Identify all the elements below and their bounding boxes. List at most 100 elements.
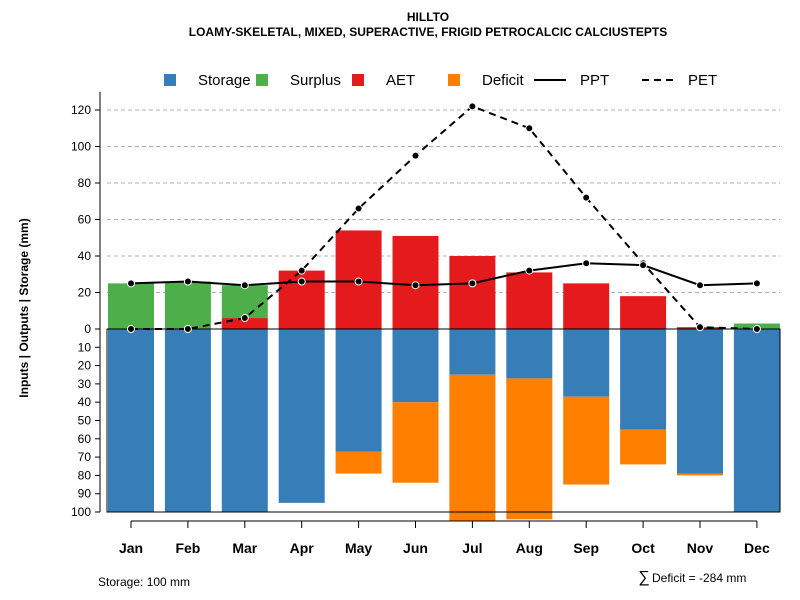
pet-point [297,266,306,275]
legend-label: PET [688,72,717,89]
legend-label: Surplus [290,72,341,89]
y-tick-label: 60 [78,432,92,446]
storage-bar [506,329,553,379]
pet-point [468,102,477,111]
storage-bar [108,329,154,512]
legend-swatch [448,74,460,86]
surplus-bar [108,283,154,329]
surplus-bar [164,281,211,329]
aet-bar [563,283,610,329]
pet-line [131,105,757,330]
deficit-bar [335,451,382,474]
storage-bar [449,329,496,375]
y-tick-label: 60 [78,213,92,227]
ppt-point [240,281,249,290]
x-tick-label: Mar [232,540,257,556]
storage-bar [620,329,667,430]
storage-panel-box [106,328,781,513]
chart-subtitle: LOAMY-SKELETAL, MIXED, SUPERACTIVE, FRIG… [189,25,667,39]
storage-bar [392,329,439,403]
y-tick-label: 40 [78,249,92,263]
ppt-point [525,266,534,275]
bars [108,230,780,522]
storage-bar [733,329,780,512]
gridlines [107,109,780,293]
storage-bar [278,329,325,503]
deficit-footnote: Deficit = -284 mm [652,571,746,585]
y-tick-label: 0 [84,322,91,336]
legend-swatch [164,74,176,86]
pet-point [752,325,761,333]
pet-point [411,151,420,160]
y-tick-label: 10 [78,340,92,354]
y-tick-label: 70 [78,450,92,464]
aet-bar [620,296,667,329]
legend: Storage Surplus AET Deficit PPT PET [164,72,717,89]
pet-point [525,124,534,133]
x-tick-label: Sep [573,540,599,556]
y-tick-label: 30 [78,377,92,391]
y-axis-label: Inputs | Outputs | Storage (mm) [17,218,31,397]
aet-bar [449,256,496,329]
x-tick-label: Jun [403,540,428,556]
ppt-point [411,281,420,290]
y-tick-label: 90 [78,487,92,501]
pet-point [183,325,192,333]
surplus-bar [221,285,268,319]
x-tick-label: Aug [516,540,543,556]
axes: 0 20 40 60 80 100 120 10 20 30 40 50 60 70 80 90 100 Jan F… [71,91,781,556]
legend-swatch [256,74,268,86]
x-tick-label: Nov [687,540,714,556]
storage-bar [677,329,723,474]
legend-label: PPT [580,72,609,89]
x-tick-label: Feb [175,540,200,556]
storage-footnote: Storage: 100 mm [98,575,190,589]
x-tick-label: Jul [462,540,482,556]
deficit-bar [620,429,667,465]
pet-point [582,193,591,202]
legend-label: Deficit [482,72,525,89]
ppt-point [297,277,306,286]
ppt-point [127,279,135,288]
y-tick-label: 20 [78,359,92,373]
deficit-bar [392,402,439,483]
ppt-point [639,261,648,270]
pet-point [240,314,249,323]
x-tick-label: Jan [119,540,143,556]
ppt-line [130,262,757,287]
pet-point [354,204,363,213]
pet-point [696,323,704,332]
storage-bar [563,329,610,397]
y-tick-label: 50 [78,414,92,428]
storage-bar [164,329,211,512]
storage-bar [221,329,268,512]
ppt-point [468,279,477,288]
deficit-bar [449,374,496,522]
aet-bar [506,272,553,329]
y-tick-label: 80 [78,468,92,482]
ppt-point [752,279,761,288]
y-tick-label: 100 [71,140,91,154]
deficit-bar [677,473,723,476]
x-tick-label: Apr [290,540,315,556]
x-tick-label: May [345,540,372,556]
y-tick-label: 20 [78,286,92,300]
ppt-point [582,259,591,268]
legend-label: Storage [198,72,251,89]
series-lines [127,102,761,333]
aet-bar [221,318,268,329]
deficit-bar [506,378,553,520]
pet-point [127,325,135,333]
ppt-point [696,281,704,290]
legend-swatch [352,74,364,86]
x-tick-label: Dec [744,540,770,556]
y-tick-label: 40 [78,395,92,409]
ppt-point [183,277,192,286]
deficit-bar [563,396,610,485]
x-tick-label: Oct [631,540,655,556]
sum-symbol: ∑ [638,569,649,586]
y-tick-label: 100 [71,505,91,519]
y-tick-label: 80 [78,176,92,190]
storage-bar [335,329,382,452]
